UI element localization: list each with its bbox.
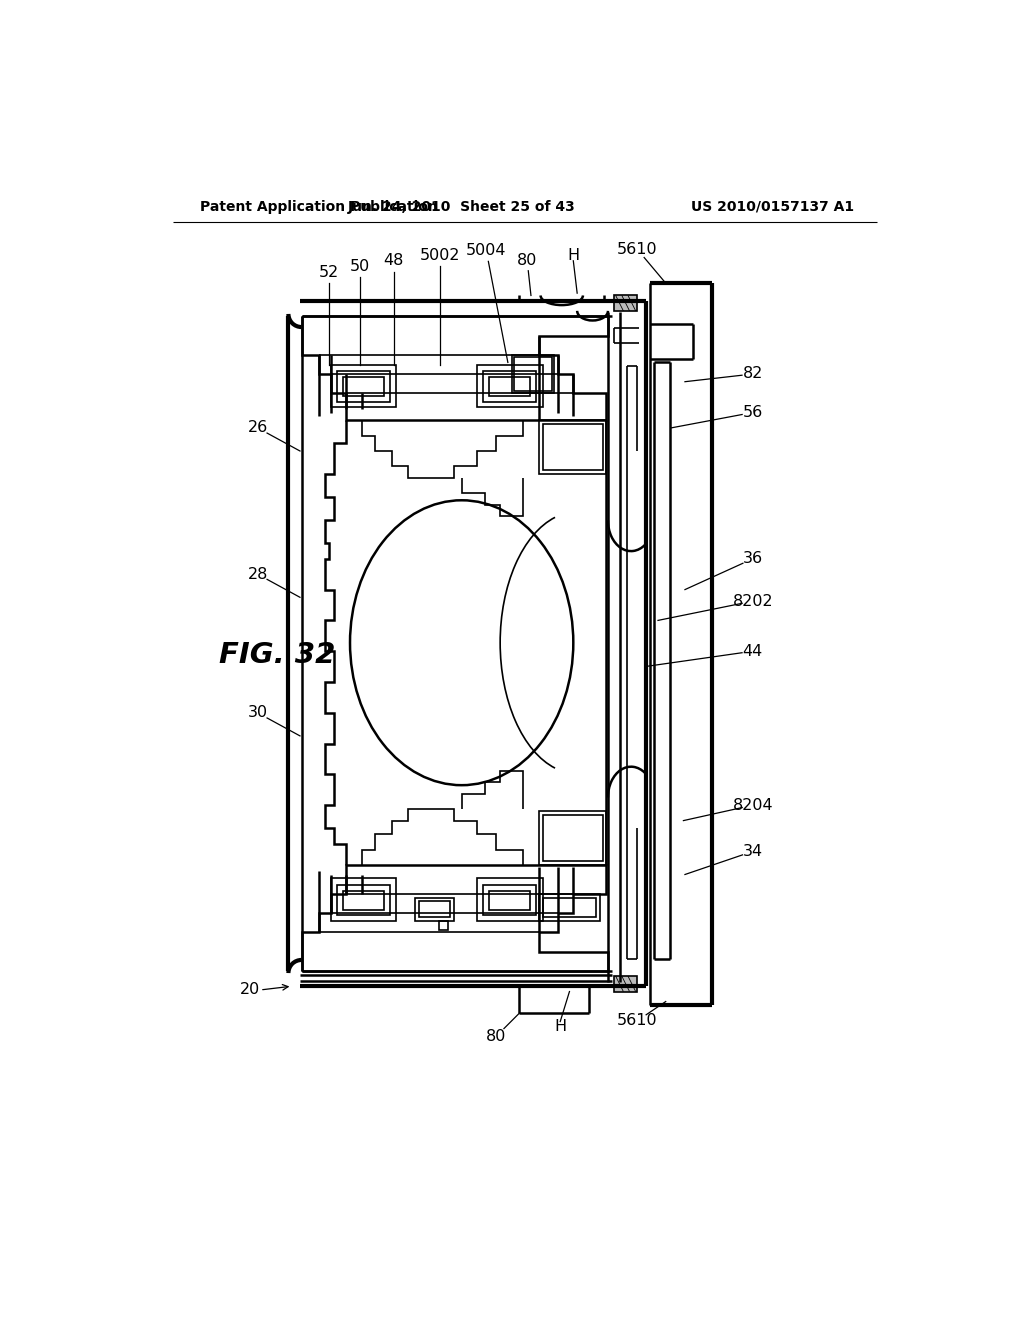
Bar <box>489 378 530 396</box>
Text: FIG. 32: FIG. 32 <box>219 642 336 669</box>
Text: 50: 50 <box>350 259 370 273</box>
Ellipse shape <box>350 500 573 785</box>
Bar <box>543 424 602 470</box>
Text: 56: 56 <box>742 405 763 420</box>
Text: 28: 28 <box>248 566 268 582</box>
Text: H: H <box>554 1019 566 1035</box>
Text: 52: 52 <box>319 265 339 280</box>
Bar <box>477 364 543 407</box>
Text: Jun. 24, 2010  Sheet 25 of 43: Jun. 24, 2010 Sheet 25 of 43 <box>348 199 575 214</box>
Bar <box>483 371 537 401</box>
Text: 26: 26 <box>248 420 267 436</box>
Bar <box>331 878 396 921</box>
Bar <box>477 878 543 921</box>
Text: US 2010/0157137 A1: US 2010/0157137 A1 <box>691 199 854 214</box>
Text: 8202: 8202 <box>732 594 773 609</box>
Bar <box>416 898 454 921</box>
Bar <box>343 378 384 396</box>
Text: 5004: 5004 <box>466 243 507 259</box>
Bar <box>489 891 530 909</box>
Bar <box>438 921 447 929</box>
Text: 48: 48 <box>384 253 404 268</box>
Text: 20: 20 <box>240 982 260 998</box>
Text: 30: 30 <box>248 705 267 721</box>
Bar <box>614 977 637 991</box>
Text: 36: 36 <box>742 552 763 566</box>
Bar <box>331 364 396 407</box>
Bar <box>539 812 606 866</box>
Text: 34: 34 <box>742 843 763 859</box>
Text: 5002: 5002 <box>420 248 461 263</box>
Bar <box>512 355 554 393</box>
Text: Patent Application Publication: Patent Application Publication <box>200 199 437 214</box>
Text: 5610: 5610 <box>616 1014 657 1028</box>
Bar <box>483 884 537 915</box>
Text: 80: 80 <box>486 1028 507 1044</box>
Bar <box>614 296 637 312</box>
Text: 8204: 8204 <box>732 797 773 813</box>
Bar <box>543 898 596 917</box>
Bar <box>543 816 602 862</box>
Text: 5610: 5610 <box>616 242 657 257</box>
Text: 44: 44 <box>742 644 763 659</box>
Text: 82: 82 <box>742 367 763 381</box>
Text: H: H <box>567 248 580 263</box>
Bar <box>539 894 600 921</box>
Bar <box>343 891 384 909</box>
Bar <box>539 420 606 474</box>
Bar <box>514 358 552 391</box>
Bar <box>337 371 390 401</box>
Bar <box>337 884 390 915</box>
Text: 80: 80 <box>517 252 538 268</box>
Bar <box>419 902 451 917</box>
